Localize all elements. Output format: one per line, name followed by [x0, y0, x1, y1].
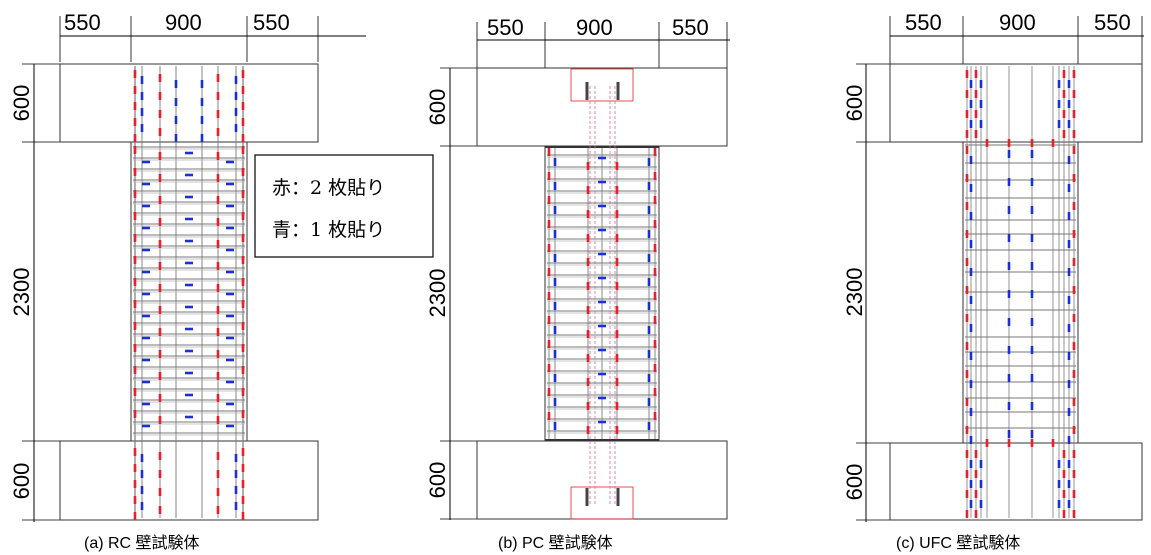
panel-c-top-stub	[889, 63, 1143, 143]
panel-a-dim-left: 550	[64, 10, 101, 35]
legend-box	[254, 154, 434, 258]
panel-b-dim-center: 900	[576, 15, 613, 40]
panel-a-reinforcement	[133, 66, 245, 520]
panel-b-reinforcement	[545, 82, 659, 506]
panel-a-dim-top: 600	[9, 85, 34, 122]
panel-c-bottom-stub	[889, 442, 1143, 521]
panel-c-dim-right: 550	[1094, 10, 1131, 35]
panel-c-top-dims: 550 900 550	[889, 10, 1144, 64]
panel-a-dim-right: 550	[253, 10, 290, 35]
panel-b-pc-wall: 550 900 550 600 2300 600 (b) PC 壁試験体	[425, 15, 730, 552]
panel-a-caption: (a) RC 壁試験体	[84, 533, 200, 552]
panel-b-top-stub	[476, 67, 728, 147]
panel-b-dim-mid: 2300	[425, 269, 450, 318]
panel-a-left-dims: 600 2300 600	[9, 63, 131, 522]
panel-a-rc-wall: 550 900 550 600 2300 600 (a) RC 壁試験体	[9, 10, 366, 552]
panel-b-top-dims: 550 900 550	[476, 15, 730, 68]
panel-b-dim-bottom: 600	[425, 462, 450, 499]
panel-c-dim-bottom: 600	[842, 464, 867, 501]
panel-a-dim-mid: 2300	[9, 268, 34, 317]
panel-a-dim-bottom: 600	[9, 463, 34, 500]
panel-b-dim-top: 600	[425, 89, 450, 126]
panel-c-reinforcement	[965, 66, 1076, 518]
gauge-legend: 赤：2 枚貼り 青：1 枚貼り	[254, 154, 434, 258]
panel-c-dim-mid: 2300	[842, 268, 867, 317]
panel-b-bottom-stub	[476, 440, 728, 520]
panel-b-left-dims: 600 2300 600	[425, 67, 545, 520]
panel-a-bottom-stub	[59, 440, 319, 521]
panel-b-bottom-anchor-box	[570, 486, 634, 520]
panel-a-top-stub	[59, 63, 319, 143]
panel-b-caption: (b) PC 壁試験体	[498, 533, 613, 552]
panel-c-left-dims: 600 2300 600	[842, 63, 963, 522]
panel-c-dim-top: 600	[842, 85, 867, 122]
panel-c-caption: (c) UFC 壁試験体	[896, 533, 1020, 552]
panel-c-ufc-wall: 550 900 550 600 2300 600 (c) UFC 壁試験体	[842, 10, 1144, 552]
panel-c-dim-center: 900	[999, 10, 1036, 35]
panel-c-dim-left: 550	[905, 10, 942, 35]
legend-blue-label: 青：1 枚貼り	[272, 219, 385, 241]
panel-b-top-anchor-box	[570, 68, 634, 102]
panel-b-dim-left: 550	[487, 15, 524, 40]
panel-a-dim-center: 900	[165, 10, 202, 35]
panel-a-top-dims: 550 900 550	[59, 10, 366, 62]
panel-b-dim-right: 550	[672, 15, 709, 40]
legend-red-label: 赤：2 枚貼り	[272, 177, 385, 199]
